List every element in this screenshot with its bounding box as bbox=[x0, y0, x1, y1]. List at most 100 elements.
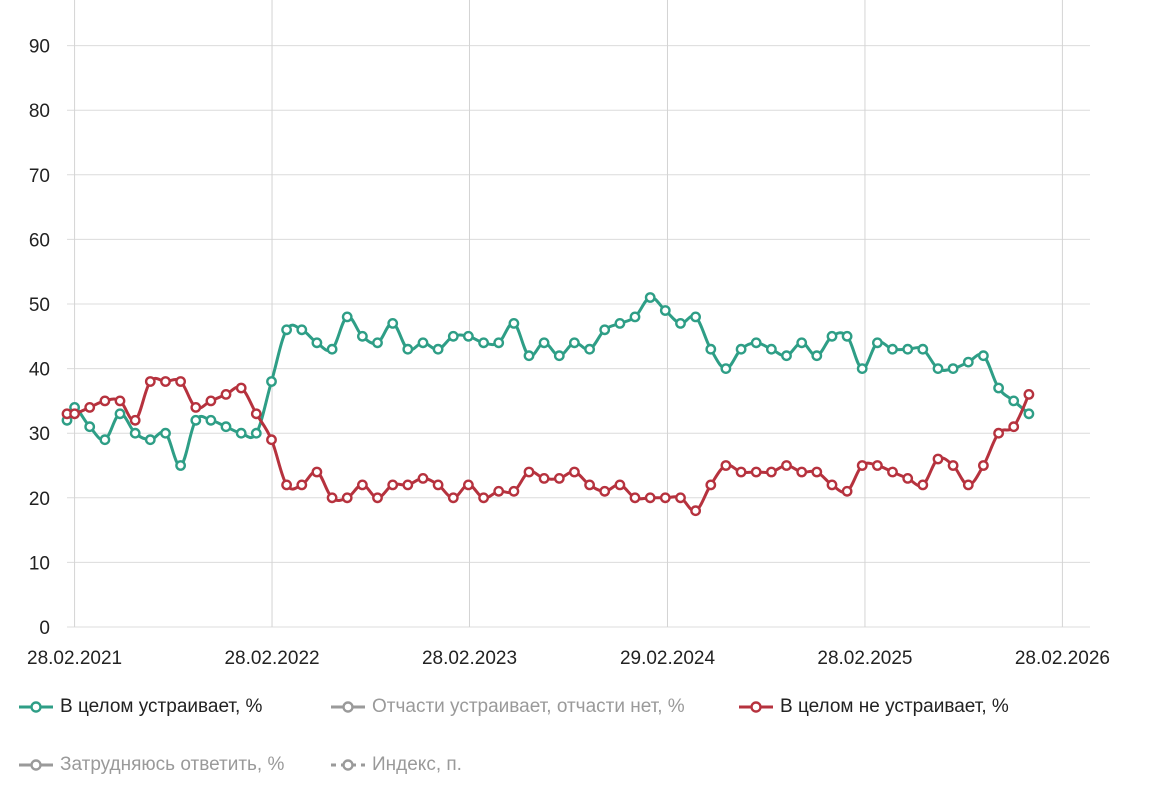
data-point[interactable] bbox=[281, 324, 292, 336]
data-point[interactable] bbox=[190, 414, 202, 426]
data-point[interactable] bbox=[872, 460, 883, 471]
data-point[interactable] bbox=[372, 337, 383, 349]
data-point[interactable] bbox=[887, 466, 898, 478]
data-point[interactable] bbox=[750, 337, 762, 349]
data-point[interactable] bbox=[841, 485, 853, 497]
data-point[interactable] bbox=[432, 479, 444, 491]
data-point[interactable] bbox=[690, 505, 701, 517]
data-point[interactable] bbox=[296, 479, 308, 491]
data-point[interactable] bbox=[447, 330, 459, 342]
data-point[interactable] bbox=[841, 330, 853, 342]
data-point[interactable] bbox=[781, 350, 792, 362]
data-point[interactable] bbox=[69, 408, 81, 420]
data-point[interactable] bbox=[129, 427, 141, 439]
data-point[interactable] bbox=[614, 317, 626, 329]
data-point[interactable] bbox=[417, 472, 429, 484]
data-point[interactable] bbox=[538, 337, 550, 349]
data-point[interactable] bbox=[114, 408, 126, 420]
data-point[interactable] bbox=[766, 466, 777, 478]
data-point[interactable] bbox=[160, 376, 171, 387]
data-point[interactable] bbox=[266, 434, 277, 446]
data-point[interactable] bbox=[220, 388, 232, 400]
data-point[interactable] bbox=[190, 401, 202, 413]
data-point[interactable] bbox=[508, 485, 520, 497]
data-point[interactable] bbox=[402, 343, 414, 355]
data-point[interactable] bbox=[872, 337, 883, 349]
data-point[interactable] bbox=[281, 479, 292, 491]
data-point[interactable] bbox=[932, 363, 944, 374]
data-point[interactable] bbox=[902, 343, 914, 355]
data-point[interactable] bbox=[356, 479, 368, 491]
data-point[interactable] bbox=[144, 434, 156, 446]
data-point[interactable] bbox=[144, 376, 156, 387]
data-point[interactable] bbox=[978, 460, 989, 471]
data-point[interactable] bbox=[735, 466, 747, 478]
data-point[interactable] bbox=[84, 421, 96, 433]
data-point[interactable] bbox=[432, 343, 444, 355]
data-point[interactable] bbox=[1023, 388, 1035, 400]
data-point[interactable] bbox=[675, 317, 686, 329]
data-point[interactable] bbox=[690, 311, 701, 323]
data-point[interactable] bbox=[493, 337, 505, 349]
data-point[interactable] bbox=[235, 382, 247, 394]
data-point[interactable] bbox=[387, 479, 399, 491]
data-point[interactable] bbox=[811, 350, 823, 362]
data-point[interactable] bbox=[705, 479, 717, 491]
data-point[interactable] bbox=[569, 466, 580, 478]
data-point[interactable] bbox=[99, 395, 111, 407]
data-point[interactable] bbox=[493, 485, 505, 497]
data-point[interactable] bbox=[205, 395, 217, 407]
data-point[interactable] bbox=[553, 350, 565, 362]
data-point[interactable] bbox=[735, 343, 747, 355]
data-point[interactable] bbox=[356, 330, 368, 342]
data-point[interactable] bbox=[917, 479, 929, 491]
data-point[interactable] bbox=[1008, 421, 1020, 433]
data-point[interactable] bbox=[993, 427, 1004, 439]
data-point[interactable] bbox=[1008, 395, 1020, 407]
data-point[interactable] bbox=[266, 376, 277, 387]
data-point[interactable] bbox=[887, 343, 898, 355]
data-point[interactable] bbox=[417, 337, 429, 349]
data-point[interactable] bbox=[962, 479, 974, 491]
data-point[interactable] bbox=[947, 363, 959, 374]
data-point[interactable] bbox=[523, 350, 535, 362]
data-point[interactable] bbox=[250, 408, 262, 420]
data-point[interactable] bbox=[114, 395, 126, 407]
data-point[interactable] bbox=[326, 492, 338, 504]
data-point[interactable] bbox=[659, 305, 671, 316]
data-point[interactable] bbox=[220, 421, 232, 433]
data-point[interactable] bbox=[826, 330, 838, 342]
data-point[interactable] bbox=[99, 434, 111, 446]
data-point[interactable] bbox=[978, 350, 989, 362]
data-point[interactable] bbox=[175, 376, 187, 387]
data-point[interactable] bbox=[766, 343, 777, 355]
data-point[interactable] bbox=[644, 292, 656, 303]
data-point[interactable] bbox=[629, 311, 641, 323]
data-point[interactable] bbox=[341, 311, 353, 323]
data-point[interactable] bbox=[644, 492, 656, 504]
data-point[interactable] bbox=[84, 401, 96, 413]
data-point[interactable] bbox=[750, 466, 762, 478]
legend-item[interactable]: Отчасти устраивает, отчасти нет, % bbox=[330, 696, 685, 718]
data-point[interactable] bbox=[614, 479, 626, 491]
data-point[interactable] bbox=[462, 330, 474, 342]
data-point[interactable] bbox=[553, 472, 565, 484]
data-point[interactable] bbox=[326, 343, 338, 355]
data-point[interactable] bbox=[523, 466, 535, 478]
data-point[interactable] bbox=[129, 414, 141, 426]
data-point[interactable] bbox=[341, 492, 353, 504]
data-point[interactable] bbox=[856, 460, 868, 471]
data-point[interactable] bbox=[478, 492, 489, 504]
data-point[interactable] bbox=[387, 317, 399, 329]
data-point[interactable] bbox=[1023, 408, 1035, 420]
data-point[interactable] bbox=[599, 324, 611, 336]
data-point[interactable] bbox=[478, 337, 489, 349]
data-point[interactable] bbox=[311, 466, 323, 478]
data-point[interactable] bbox=[402, 479, 414, 491]
data-point[interactable] bbox=[629, 492, 641, 504]
data-point[interactable] bbox=[796, 466, 808, 478]
data-point[interactable] bbox=[250, 427, 262, 439]
legend-item[interactable]: В целом устраивает, % bbox=[18, 696, 262, 718]
legend-item[interactable]: Затрудняюсь ответить, % bbox=[18, 754, 284, 776]
data-point[interactable] bbox=[569, 337, 580, 349]
